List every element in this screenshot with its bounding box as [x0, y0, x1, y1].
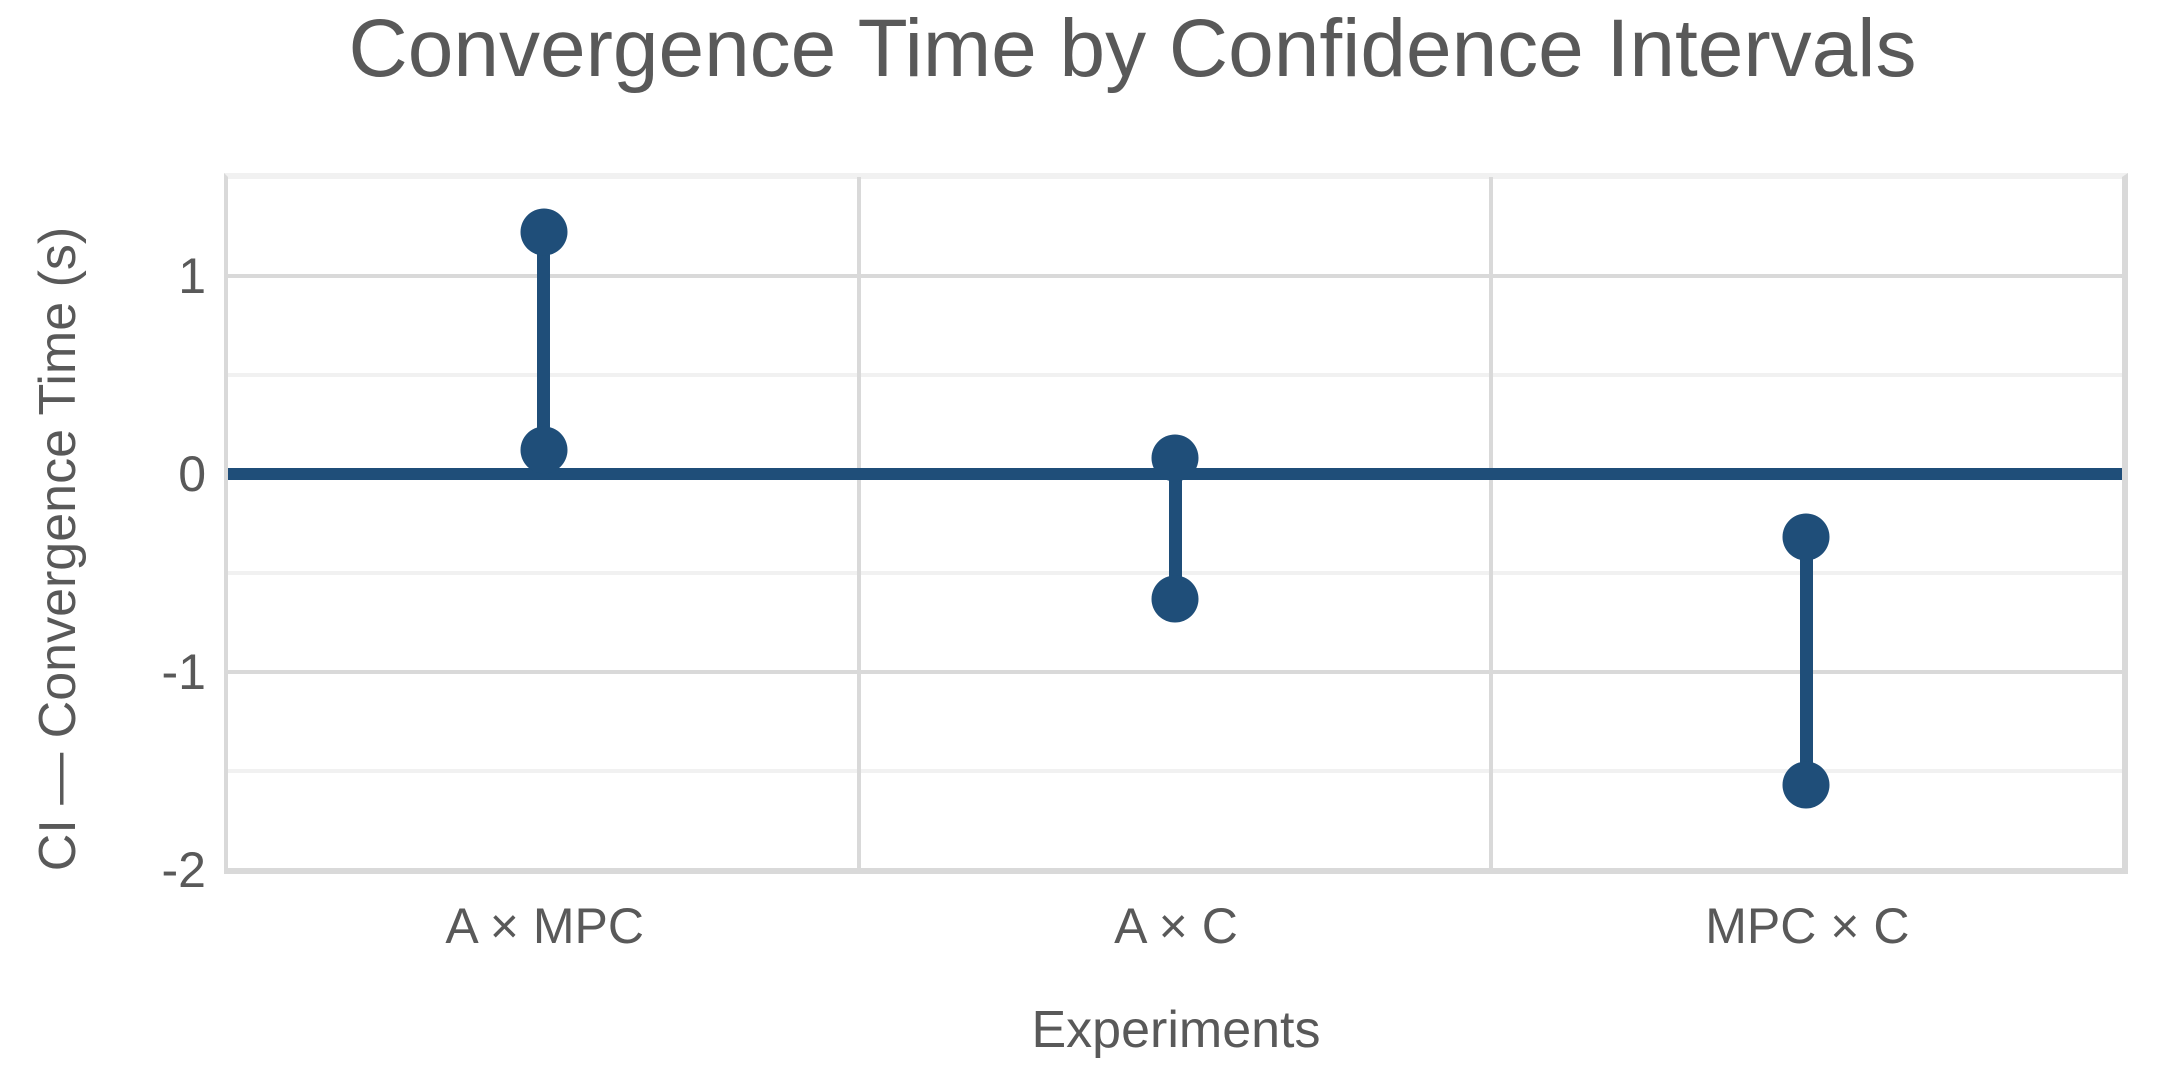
category-gridline: [857, 177, 862, 870]
y-tick-label: -2: [161, 842, 206, 898]
gridline-major: [228, 868, 2122, 872]
gridline-major: [228, 274, 2122, 278]
gridline-minor: [228, 373, 2122, 377]
x-tick-label: A × MPC: [445, 898, 644, 954]
y-tick-label: 1: [178, 248, 206, 304]
gridline-minor: [228, 769, 2122, 773]
y-tick-label: 0: [178, 446, 206, 502]
ci-upper-marker: [520, 208, 568, 256]
ci-bar: [1168, 458, 1182, 599]
x-axis-ticks: A × MPC A × C MPC × C: [224, 901, 2128, 961]
category-gridline: [1488, 177, 1493, 870]
plot-area: [224, 173, 2128, 874]
x-tick-label: MPC × C: [1705, 898, 1910, 954]
ci-lower-marker: [1151, 575, 1199, 623]
gridline-minor: [228, 175, 2122, 179]
x-axis-title: Experiments: [1031, 1001, 1321, 1059]
ci-lower-marker: [1782, 761, 1830, 809]
ci-upper-marker: [1782, 513, 1830, 561]
y-tick-label: -1: [161, 644, 206, 700]
ci-lower-marker: [520, 426, 568, 474]
ci-bar: [537, 232, 551, 451]
ci-bar: [1799, 537, 1813, 785]
x-tick-label: A × C: [1114, 898, 1238, 954]
y-axis-ticks: 1 0 -1 -2: [0, 173, 206, 895]
chart-title: Convergence Time by Confidence Intervals: [348, 3, 1917, 94]
ci-upper-marker: [1151, 434, 1199, 482]
gridline-major: [228, 670, 2122, 674]
